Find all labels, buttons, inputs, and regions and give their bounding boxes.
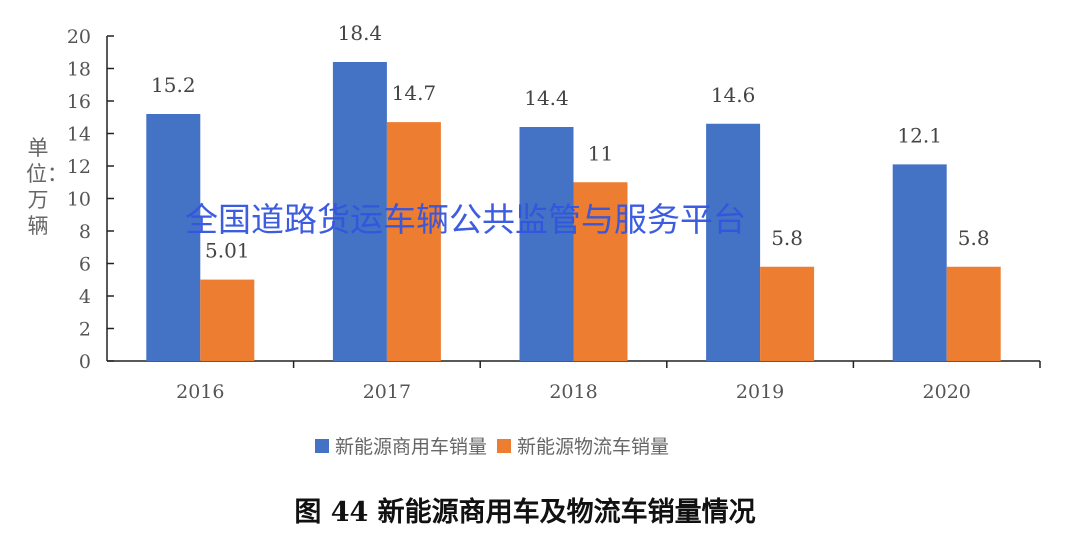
- watermark: 全国道路货运车辆公共监管与服务平台: [185, 200, 746, 239]
- data-label: 14.6: [711, 83, 756, 107]
- y-tick-label: 10: [67, 189, 91, 211]
- x-tick-label: 2018: [549, 381, 597, 403]
- y-tick-label: 18: [67, 59, 91, 81]
- x-tick-label: 2017: [363, 381, 411, 403]
- data-label: 18.4: [338, 21, 383, 45]
- y-tick-label: 16: [67, 91, 91, 113]
- y-tick-label: 8: [79, 221, 91, 243]
- bar-commercial: [332, 62, 387, 361]
- y-tick-label: 20: [67, 26, 91, 48]
- legend-swatch-logistics: [497, 438, 512, 453]
- data-label: 15.2: [151, 73, 196, 97]
- bar-commercial: [892, 164, 947, 361]
- chart-title: 图 44 新能源商用车及物流车销量情况: [294, 497, 756, 528]
- data-label: 14.4: [524, 86, 569, 110]
- data-label: 12.1: [897, 123, 942, 147]
- x-tick-label: 2019: [736, 381, 784, 403]
- legend: 新能源商用车销量 新能源物流车销量: [315, 432, 669, 459]
- y-tick-label: 12: [67, 156, 91, 178]
- legend-label-commercial: 新能源商用车销量: [335, 436, 488, 458]
- data-label: 11: [588, 141, 613, 165]
- y-tick-label: 14: [67, 124, 91, 146]
- bar-logistics: [386, 122, 441, 361]
- x-tick-label: 2016: [176, 381, 224, 403]
- bar-commercial: [146, 114, 201, 361]
- y-tick-label: 6: [79, 254, 91, 276]
- bar-logistics: [946, 266, 1001, 361]
- y-tick-label: 2: [79, 319, 91, 341]
- legend-label-logistics: 新能源物流车销量: [517, 436, 670, 458]
- bar-commercial: [519, 127, 574, 361]
- bar-logistics: [573, 182, 628, 361]
- bar-logistics: [760, 266, 815, 361]
- x-tick-label: 2020: [923, 381, 971, 403]
- data-label: 5.8: [958, 226, 990, 250]
- y-axis-label: 单位：万辆: [26, 136, 68, 238]
- legend-swatch-commercial: [315, 438, 329, 453]
- data-label: 5.01: [205, 239, 250, 263]
- data-label: 14.7: [392, 81, 437, 105]
- bar-logistics: [200, 279, 255, 361]
- bar-commercial: [706, 123, 761, 361]
- y-tick-label: 4: [79, 286, 91, 308]
- y-tick-label: 0: [79, 351, 91, 373]
- data-label: 5.8: [771, 226, 803, 250]
